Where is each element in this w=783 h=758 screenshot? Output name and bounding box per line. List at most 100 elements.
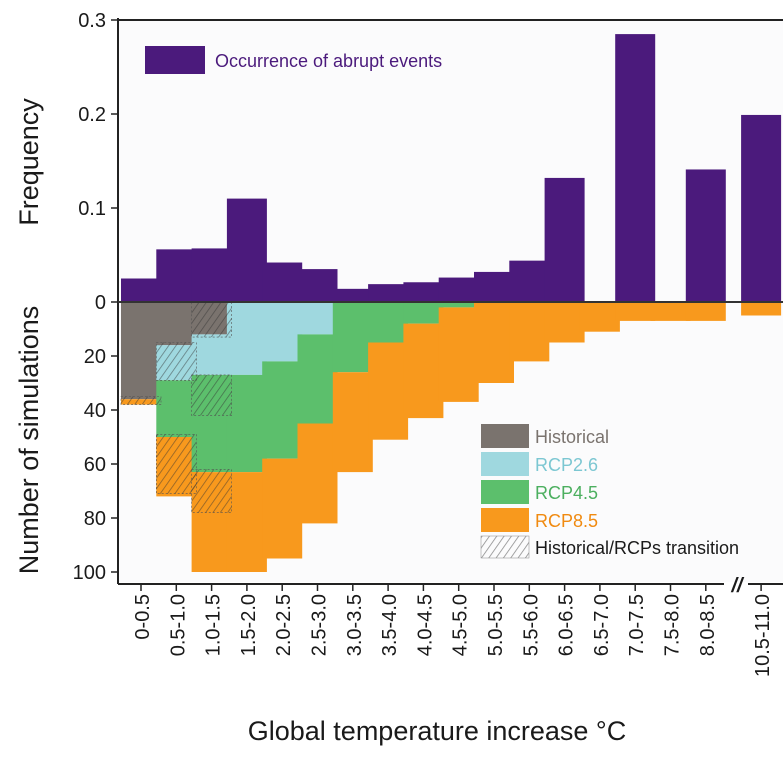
legend-swatch-rcp85 [481, 508, 529, 532]
bottom-bar-rcp26-2.5-3.0 [297, 302, 338, 335]
x-tick-label: 0.5-1.0 [167, 594, 189, 656]
x-tick-label: 10.5-11.0 [752, 594, 774, 677]
x-tick-label: 7.0-7.5 [626, 594, 648, 656]
bottom-bar-rcp85-1.5-2.0 [226, 472, 267, 572]
bottom-bar-rcp85-5.5-6.0 [509, 302, 550, 362]
axis-break-mark: // [730, 575, 745, 597]
bottom-bar-rcp45-2.0-2.5 [262, 361, 303, 459]
bottom-bar-rcp85-4.5-5.0 [438, 307, 479, 402]
y-tick-labels: 0 0.1 0.2 0.3 20 40 60 80 100 [73, 10, 118, 584]
bottom-bar-rcp85-6.0-6.5 [544, 302, 585, 343]
bottom-bar-rcp85-7.0-7.5 [615, 302, 656, 321]
top-bar-1.5-2.0 [226, 198, 267, 302]
bottom-bar-rcp45-3.5-4.0 [368, 302, 409, 343]
transition-hatch-0.5-1.0 [156, 342, 197, 381]
top-bar-5.0-5.5 [474, 271, 514, 302]
y-tick-label-bottom: 20 [84, 346, 106, 368]
top-bar-4.5-5.0 [438, 277, 479, 302]
bottom-bar-rcp45-1.5-2.0 [226, 374, 267, 473]
transition-hatch-1.0-1.5 [191, 469, 232, 513]
bottom-bar-rcp26-1.5-2.0 [226, 302, 267, 375]
transition-hatch-0.5-1.0 [156, 433, 197, 494]
top-bar-3.5-4.0 [368, 284, 409, 302]
transition-hatch-1.0-1.5 [191, 374, 232, 416]
bottom-bar-rcp45-4.5-5.0 [438, 302, 479, 308]
bottom-bar-rcp85-6.5-7.0 [579, 302, 620, 332]
axes: // [117, 18, 783, 597]
y-tick-label-bottom: 60 [84, 454, 106, 476]
x-tick-label: 1.5-2.0 [238, 594, 260, 656]
y-tick-label-bottom: 80 [84, 508, 106, 530]
bottom-bar-rcp85-8.0-8.5 [685, 302, 726, 321]
legend-swatch-transition [480, 535, 530, 559]
x-tick-label: 3.0-3.5 [344, 594, 366, 656]
bottom-bar-rcp85-3.5-4.0 [368, 342, 409, 440]
legend-label-rcp85: RCP8.5 [535, 511, 598, 531]
x-tick-label: 5.5-6.0 [520, 594, 542, 656]
y-axis-title-top: Frequency [14, 98, 44, 226]
transition-hatch-1.0-1.5 [191, 301, 232, 338]
x-tick-label: 2.0-2.5 [273, 594, 295, 656]
legend-top: Occurrence of abrupt events [145, 46, 442, 74]
x-tick-label: 4.0-4.5 [414, 594, 436, 656]
top-bar-8.0-8.5 [685, 169, 726, 302]
top-bar-2.0-2.5 [262, 262, 303, 302]
bottom-bar-rcp45-4.0-4.5 [403, 302, 444, 324]
transition-hatch-0-0.5 [120, 396, 162, 405]
top-bar-1.0-1.5 [191, 248, 232, 302]
top-bar-4.0-4.5 [403, 282, 444, 302]
y-tick-label-top: 0.1 [78, 198, 106, 220]
y-axis-title-bottom: Number of simulations [14, 306, 44, 575]
top-bar-2.5-3.0 [297, 269, 338, 302]
bottom-bar-rcp85-2.5-3.0 [297, 423, 338, 524]
legend-label-transition: Historical/RCPs transition [535, 538, 739, 558]
x-tick-label: 6.5-7.0 [591, 594, 613, 656]
legend-label-historical: Historical [535, 427, 609, 447]
top-panel-bars [121, 34, 782, 302]
legend-swatch-rcp26 [481, 452, 529, 476]
bottom-bar-rcp85-3.0-3.5 [332, 372, 373, 473]
bottom-bar-rcp45-0.5-1.0 [156, 380, 197, 437]
top-bar-6.0-6.5 [544, 177, 585, 302]
x-tick-label: 0-0.5 [132, 594, 154, 640]
x-tick-label: 3.5-4.0 [379, 594, 401, 656]
legend-bottom: Historical RCP2.6 RCP4.5 RCP8.5 Historic… [480, 424, 739, 559]
top-bar-3.0-3.5 [332, 288, 373, 302]
bottom-bar-rcp85-10.5-11.0 [741, 302, 782, 316]
x-axis-title: Global temperature increase °C [248, 716, 626, 746]
x-tick-label: 8.0-8.5 [697, 594, 719, 656]
x-tick-label: 7.5-8.0 [662, 594, 684, 656]
y-tick-label-bottom: 40 [84, 400, 106, 422]
legend-label-rcp26: RCP2.6 [535, 455, 598, 475]
legend-swatch-rcp45 [481, 480, 529, 504]
bottom-bar-rcp45-2.5-3.0 [297, 334, 338, 424]
x-tick-label: 6.0-6.5 [556, 594, 578, 656]
y-tick-label-top: 0.2 [78, 104, 106, 126]
bottom-bar-rcp85-4.0-4.5 [403, 323, 444, 419]
bottom-bar-rcp85-7.5-8.0 [650, 302, 691, 321]
top-bar-0.5-1.0 [156, 249, 197, 302]
top-bar-0-0.5 [121, 278, 161, 302]
x-tick-label: 1.0-1.5 [203, 594, 225, 656]
y-tick-label-top: 0.3 [78, 10, 106, 32]
x-tick-label: 4.5-5.0 [450, 594, 472, 656]
y-tick-label-bottom: 100 [73, 562, 106, 584]
legend-label-abrupt-events: Occurrence of abrupt events [215, 51, 442, 71]
bottom-bar-rcp26-2.0-2.5 [262, 302, 303, 362]
legend-label-rcp45: RCP4.5 [535, 483, 598, 503]
legend-swatch-historical [481, 424, 529, 448]
bottom-bar-historical-0-0.5 [121, 302, 161, 400]
top-bar-7.0-7.5 [615, 34, 656, 302]
bottom-bar-rcp85-5.0-5.5 [474, 302, 514, 383]
bottom-bar-historical-0.5-1.0 [156, 302, 197, 346]
bottom-bar-rcp45-3.0-3.5 [332, 302, 373, 373]
top-bar-5.5-6.0 [509, 260, 550, 302]
top-bar-10.5-11.0 [741, 114, 782, 302]
x-tick-labels: 0-0.5 0.5-1.0 1.0-1.5 1.5-2.0 2.0-2.5 2.5-3.0… [132, 584, 774, 677]
x-tick-label: 5.0-5.5 [485, 594, 507, 656]
bottom-panel-bars [120, 301, 782, 572]
bottom-bar-rcp85-2.0-2.5 [262, 458, 303, 559]
legend-swatch-abrupt-events [145, 46, 205, 74]
x-tick-label: 2.5-3.0 [309, 594, 331, 656]
